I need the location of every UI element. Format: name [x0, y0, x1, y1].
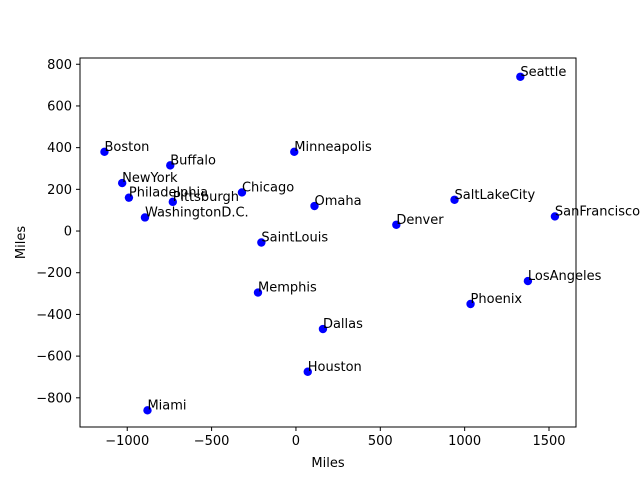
scatter-point	[100, 147, 109, 157]
point-label: Denver	[396, 213, 444, 228]
point-label: Memphis	[258, 281, 317, 296]
scatter-point	[168, 197, 177, 207]
y-tick-label: −200	[36, 266, 72, 281]
scatter-point	[124, 193, 134, 202]
y-tick-label: 200	[47, 183, 72, 198]
point-label: Miami	[147, 398, 186, 413]
scatter-point	[310, 201, 319, 211]
point-label: SaltLakeCity	[455, 188, 536, 203]
point-label: Omaha	[315, 194, 362, 209]
scatter-point	[392, 220, 401, 229]
scatter-point	[166, 161, 175, 170]
y-tick-label: 600	[47, 99, 72, 114]
point-label: Dallas	[323, 317, 363, 332]
scatter-point	[117, 178, 127, 188]
x-tick-label: 1000	[448, 434, 481, 449]
y-tick-label: 0	[64, 225, 72, 240]
scatter-point	[466, 299, 475, 309]
scatter-point	[303, 367, 312, 376]
scatter-point	[523, 276, 533, 286]
scatter-point	[257, 238, 266, 247]
point-label: Pittsburgh	[173, 190, 239, 205]
scatter-point	[143, 406, 152, 415]
scatter-point	[318, 324, 328, 334]
point-label: SanFrancisco	[555, 204, 640, 219]
scatter-point	[290, 147, 299, 157]
scatter-point	[140, 213, 150, 222]
scatter-point	[550, 212, 560, 221]
point-label: Buffalo	[170, 153, 216, 168]
scatter-point	[253, 288, 263, 297]
scatter-point	[450, 195, 459, 204]
point-label: NewYork	[122, 171, 178, 186]
scatter-point	[237, 188, 247, 197]
point-label: Philadelphia	[129, 186, 208, 201]
x-tick-label: 1500	[532, 434, 565, 449]
axis-ticks: −1000 −500 0 500 1000 1500 −800 −600 −400 −200 0 20…	[36, 58, 565, 449]
point-label: Chicago	[242, 180, 294, 195]
point-label: Boston	[104, 140, 149, 155]
point-label: Phoenix	[471, 292, 523, 307]
x-axis-label: Miles	[311, 456, 344, 471]
x-tick-label: −1000	[105, 434, 149, 449]
point-label: Minneapolis	[294, 140, 372, 155]
point-label: LosAngeles	[528, 269, 602, 284]
scatter-point	[516, 72, 525, 81]
y-tick-label: −600	[36, 350, 72, 365]
y-tick-label: 400	[47, 141, 72, 156]
x-tick-label: 0	[292, 434, 300, 449]
plot-area: Boston Buffalo NewYorkPhiladelphiaPittsbur…	[100, 65, 640, 415]
y-tick-label: −400	[36, 308, 72, 323]
point-label: SaintLouis	[261, 231, 328, 246]
point-label: Seattle	[520, 65, 566, 80]
axes-frame	[79, 57, 577, 428]
y-tick-label: 800	[47, 58, 72, 73]
y-tick-label: −800	[36, 391, 72, 406]
x-tick-label: 500	[368, 434, 393, 449]
y-axis-label: Miles	[14, 226, 29, 259]
point-label: Houston	[308, 360, 362, 375]
point-label: WashingtonD.C.	[145, 205, 249, 220]
x-tick-label: −500	[194, 434, 230, 449]
